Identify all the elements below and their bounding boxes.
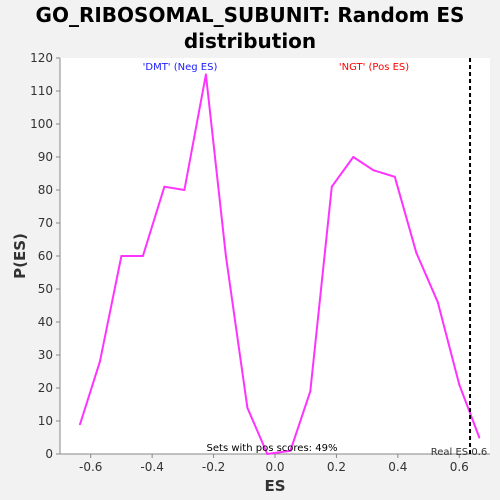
es-data-point	[458, 383, 461, 386]
y-tick-label: 100	[30, 117, 53, 131]
x-tick-label: -0.6	[79, 460, 102, 474]
pos-es-label: 'NGT' (Pos ES)	[339, 62, 409, 73]
y-tick-label: 50	[38, 282, 53, 296]
y-tick-label: 10	[38, 414, 53, 428]
neg-es-label: 'DMT' (Neg ES)	[143, 62, 218, 73]
x-tick-label: 0.0	[265, 460, 284, 474]
es-data-point	[330, 185, 333, 188]
es-data-point	[98, 360, 101, 363]
es-data-point	[246, 406, 249, 409]
y-tick-label: 70	[38, 216, 53, 230]
y-axis-label: P(ES)	[11, 233, 29, 279]
es-data-point	[120, 255, 123, 257]
y-tick-label: 60	[38, 249, 53, 263]
y-tick-label: 120	[30, 51, 53, 65]
es-data-point	[204, 73, 207, 76]
es-data-point	[352, 156, 355, 158]
es-data-point	[266, 453, 269, 455]
y-tick-label: 90	[38, 150, 53, 164]
es-series-line	[79, 73, 481, 455]
x-tick-label: -0.2	[202, 460, 225, 474]
y-tick-label: 0	[45, 447, 53, 461]
y-tick-label: 30	[38, 348, 53, 362]
es-data-point	[183, 189, 186, 191]
chart-title-line2: distribution	[183, 29, 317, 53]
real-es-label: Real ES 0.6	[431, 447, 487, 458]
es-data-point	[309, 390, 312, 393]
pos-scores-note: Sets with pos scores: 49%	[207, 443, 338, 454]
x-tick-label: 0.2	[327, 460, 346, 474]
es-data-point	[436, 301, 439, 304]
x-tick-label: 0.4	[388, 460, 407, 474]
es-data-point	[141, 255, 144, 257]
x-axis-label: ES	[264, 477, 285, 495]
es-data-point	[415, 251, 418, 254]
es-data-point	[163, 185, 166, 188]
es-data-point	[372, 169, 375, 172]
es-data-point	[478, 436, 481, 439]
y-tick-label: 40	[38, 315, 53, 329]
es-data-point	[289, 449, 292, 452]
y-tick-label: 20	[38, 381, 53, 395]
y-tick-label: 80	[38, 183, 53, 197]
y-tick-label: 110	[30, 84, 53, 98]
x-tick-label: -0.4	[140, 460, 163, 474]
es-data-point	[393, 175, 396, 178]
es-data-point	[224, 255, 227, 257]
chart-title: GO_RIBOSOMAL_SUBUNIT: Random ES distribu…	[0, 2, 500, 54]
x-tick-label: 0.6	[450, 460, 469, 474]
es-data-point	[78, 423, 81, 426]
chart-title-line1: GO_RIBOSOMAL_SUBUNIT: Random ES	[35, 3, 465, 27]
